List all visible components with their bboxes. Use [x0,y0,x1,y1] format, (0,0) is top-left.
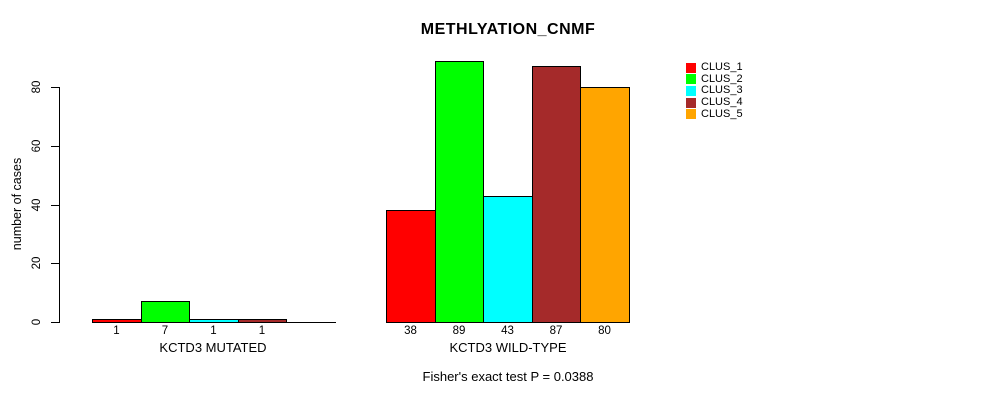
legend-label-clus_5: CLUS_5 [701,107,743,120]
bar-value-label: 1 [258,325,266,337]
bar-clus_5-group1 [580,87,630,323]
bar-value-label: 7 [161,325,169,337]
legend-item-clus_5: CLUS_5 [686,108,743,120]
bar-clus_3-group1 [483,196,533,323]
y-tick-label: 40 [31,198,43,212]
legend-swatch-clus_2 [686,74,696,85]
bar-value-label: 80 [598,325,611,337]
x-group-label-wild-type: KCTD3 WILD-TYPE [449,340,567,355]
y-tick-label: 20 [31,256,43,270]
y-tick [51,87,59,88]
chart-title: METHLYATION_CNMF [420,21,596,38]
bar-value-label: 89 [452,325,466,337]
y-tick-label: 80 [31,80,43,94]
legend-item-clus_4: CLUS_4 [686,97,743,109]
bar-clus_2-group0 [141,301,190,323]
bar-clus_5-group0-zero [286,322,336,323]
bar-value-label: 1 [113,325,120,337]
bar-clus_1-group0 [92,319,142,323]
legend-item-clus_2: CLUS_2 [686,72,743,86]
y-axis-line [59,87,60,323]
bar-value-label: 43 [501,325,514,337]
fisher-test-annotation: Fisher's exact test P = 0.0388 [422,369,594,384]
y-tick [51,205,59,206]
legend-label-clus_1: CLUS_1 [701,61,743,74]
y-tick-label: 0 [31,318,43,326]
bar-value-label: 1 [210,325,217,337]
x-group-label-mutated: KCTD3 MUTATED [159,340,267,355]
legend-item-clus_1: CLUS_1 [686,62,743,74]
bar-value-label: 87 [549,325,563,337]
bar-clus_3-group0 [189,319,239,323]
bar-clus_2-group1 [435,61,484,323]
legend: CLUS_1 CLUS_2 CLUS_3 CLUS_4 CLUS_5 [686,62,743,120]
legend-label-clus_4: CLUS_4 [701,96,743,109]
bar-value-label: 38 [404,325,417,337]
y-tick-label: 60 [31,139,43,153]
bar-clus_4-group1 [532,66,581,323]
y-tick [51,263,59,264]
legend-swatch-clus_3 [686,85,696,96]
legend-swatch-clus_4 [686,97,696,108]
legend-swatch-clus_1 [686,62,696,73]
legend-label-clus_3: CLUS_3 [701,84,743,97]
legend-item-clus_3: CLUS_3 [686,85,743,97]
y-axis-title: number of cases [10,157,24,251]
y-tick [51,322,59,323]
y-tick [51,146,59,147]
bar-clus_1-group1 [386,210,436,323]
legend-label-clus_2: CLUS_2 [701,72,743,85]
legend-swatch-clus_5 [686,109,696,120]
bar-clus_4-group0 [238,319,287,323]
